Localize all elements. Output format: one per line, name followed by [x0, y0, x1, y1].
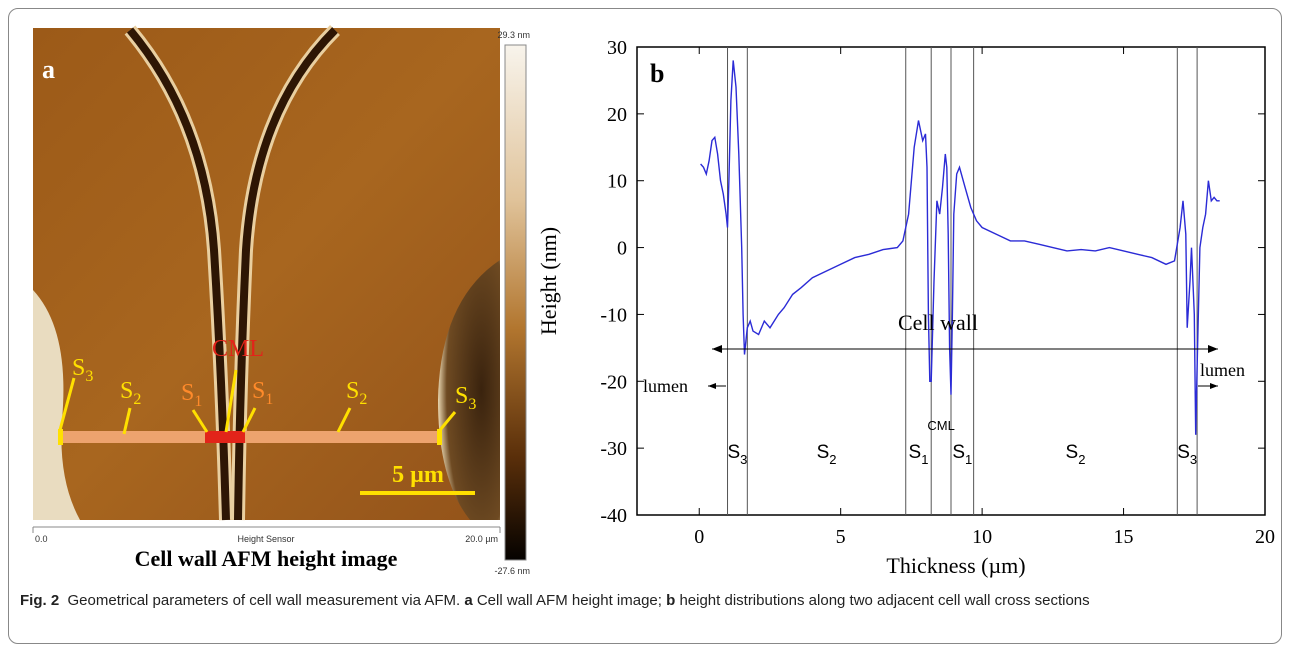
region-label-sub: 2: [829, 452, 836, 467]
profile-bar: [60, 431, 440, 443]
colorbar: [504, 44, 527, 561]
region-label-main: S: [909, 442, 922, 463]
y-tick-label: -40: [600, 505, 627, 527]
region-label: S1: [909, 442, 929, 467]
x-tick-label: 10: [972, 526, 992, 548]
leader: [336, 407, 352, 433]
image-annotation: S3: [72, 355, 93, 385]
region-label-main: S: [727, 442, 740, 463]
cml-bar: [205, 431, 245, 443]
leader: [241, 407, 257, 433]
panel-label: a: [42, 55, 55, 84]
caption-text: Geometrical parameters of cell wall meas…: [67, 592, 461, 609]
image-annotation: S1: [181, 380, 202, 410]
leader: [58, 377, 76, 431]
image-axis-start: 0.0: [35, 534, 48, 544]
x-tick-label: 15: [1114, 526, 1134, 548]
region-label-sub: 1: [965, 452, 972, 467]
caption-b: b: [666, 592, 676, 609]
region-label: S2: [1066, 442, 1086, 467]
image-annotation-main: CML: [212, 336, 264, 362]
image-annotation: S3: [455, 383, 476, 413]
panel-label: b: [650, 59, 664, 88]
leader: [224, 369, 238, 433]
arrow-head: [1210, 383, 1218, 389]
region-label: S1: [952, 442, 972, 467]
image-annotation-main: S: [346, 378, 359, 404]
image-annotation: CML: [212, 336, 264, 362]
region-label-sub: 1: [921, 452, 928, 467]
arrow-head: [708, 383, 716, 389]
colorbar-min: -27.6 nm: [494, 566, 530, 576]
afm-background: [33, 28, 500, 520]
region-label-sub: 3: [1190, 452, 1197, 467]
data-line: [700, 60, 1220, 435]
y-tick-label: -30: [600, 438, 627, 460]
x-axis-label: Thickness (µm): [886, 553, 1025, 578]
arrow-head: [712, 345, 722, 353]
bar-end: [437, 429, 442, 445]
region-label-sub: 2: [1078, 452, 1085, 467]
lumen-label: lumen: [1200, 360, 1245, 380]
lumen-right: [438, 260, 500, 520]
image-annotation-sub: 3: [468, 396, 476, 413]
lumen-label: lumen: [643, 376, 688, 396]
x-tick-label: 5: [836, 526, 846, 548]
image-annotation-sub: 1: [265, 391, 273, 408]
caption-a-text: Cell wall AFM height image;: [476, 592, 662, 609]
region-label: S2: [817, 442, 837, 467]
arrow-head: [1208, 345, 1218, 353]
image-annotation-sub: 1: [194, 393, 202, 410]
region-label-sub: 3: [740, 452, 747, 467]
region-label-main: CML: [927, 418, 954, 433]
image-axis-end: 20.0 µm: [465, 534, 498, 544]
image-annotation-sub: 3: [85, 368, 93, 385]
image-annotation-main: S: [181, 380, 194, 406]
image-annotation-main: S: [455, 383, 468, 409]
caption-b-text: height distributions along two adjacent …: [679, 592, 1090, 609]
x-tick-label: 20: [1255, 526, 1275, 548]
afm-image: [33, 25, 500, 521]
caption: Fig. 2 Geometrical parameters of cell wa…: [20, 590, 1270, 612]
region-label-main: S: [1177, 442, 1190, 463]
leader: [191, 409, 209, 433]
y-tick-label: -20: [600, 371, 627, 393]
scale-bar-label: 5 µm: [392, 462, 444, 488]
lumen-left: [33, 290, 80, 520]
image-annotation: S2: [346, 378, 367, 408]
y-tick-label: 0: [617, 238, 627, 260]
image-axis-label: Height Sensor: [237, 534, 294, 544]
region-label: CML: [927, 418, 954, 433]
image-annotation-sub: 2: [359, 391, 367, 408]
leader: [122, 407, 132, 435]
region-label: S3: [727, 442, 747, 467]
region-label-main: S: [952, 442, 965, 463]
image-annotation-main: S: [120, 378, 133, 404]
y-tick-label: 20: [607, 104, 627, 126]
y-tick-label: -10: [600, 304, 627, 326]
image-annotation: S1: [252, 378, 273, 408]
image-annotation-main: S: [72, 355, 85, 381]
region-label-main: S: [1066, 442, 1079, 463]
y-tick-label: 30: [607, 37, 627, 59]
x-tick-label: 0: [694, 526, 704, 548]
image-title: Cell wall AFM height image: [135, 546, 398, 571]
span-label: Cell wall: [898, 310, 978, 335]
region-label: S3: [1177, 442, 1197, 467]
image-annotation: S2: [120, 378, 141, 408]
region-label-main: S: [817, 442, 830, 463]
figure-frame: [8, 8, 1282, 644]
caption-fig: Fig. 2: [20, 592, 60, 609]
image-annotation-sub: 2: [133, 391, 141, 408]
colorbar-max: 29.3 nm: [497, 30, 530, 40]
y-tick-label: 10: [607, 171, 627, 193]
bar-end: [58, 429, 63, 445]
leader: [438, 411, 457, 431]
y-axis-label: Height (nm): [536, 227, 561, 335]
image-annotation-main: S: [252, 378, 265, 404]
caption-a: a: [464, 592, 473, 609]
